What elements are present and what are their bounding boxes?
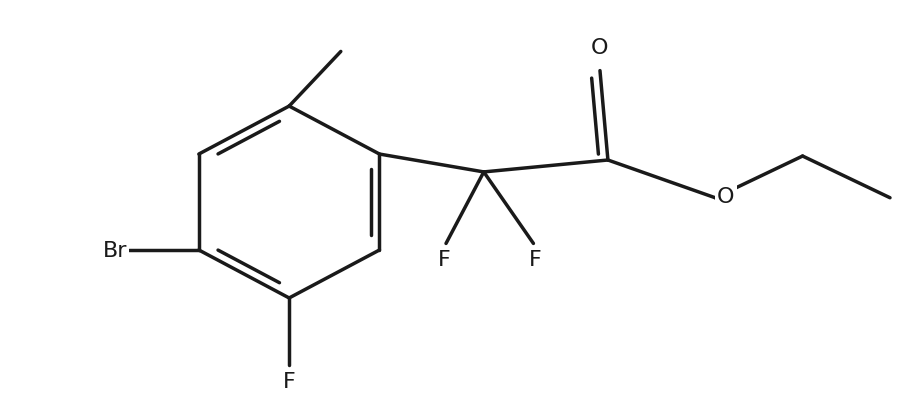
- Text: F: F: [283, 371, 296, 391]
- Text: O: O: [717, 187, 734, 206]
- Text: F: F: [529, 250, 542, 270]
- Text: Br: Br: [103, 240, 128, 261]
- Text: O: O: [591, 38, 609, 58]
- Text: F: F: [438, 250, 451, 270]
